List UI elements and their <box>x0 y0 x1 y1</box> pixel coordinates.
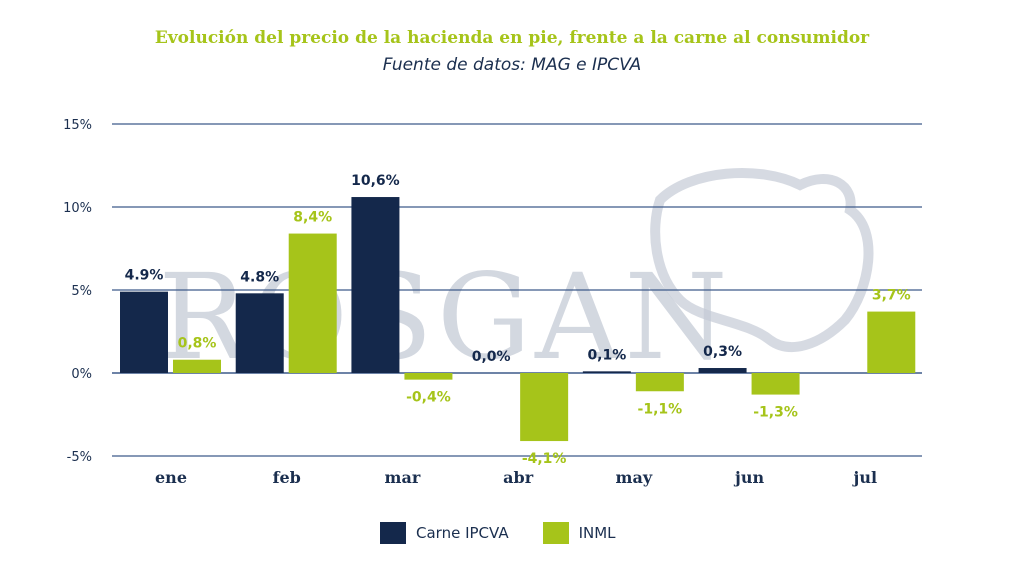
bar-inml <box>288 233 337 373</box>
data-label-carne: 0,3% <box>703 344 742 360</box>
legend-swatch-inml <box>542 522 569 544</box>
data-label-inml: -1,1% <box>638 401 683 417</box>
y-tick-label: 5% <box>71 284 92 299</box>
y-tick-label: -5% <box>67 450 92 465</box>
bar-inml <box>751 373 800 395</box>
watermark-cow-icon <box>650 168 874 353</box>
y-tick-label: 0% <box>71 367 92 382</box>
bar-inml <box>520 373 569 442</box>
bar-carne <box>235 293 284 373</box>
bar-inml <box>867 311 916 373</box>
chart-subtitle: Fuente de datos: MAG e IPCVA <box>382 55 642 75</box>
legend: Carne IPCVA INML <box>380 522 640 544</box>
x-tick-label: ene <box>155 468 187 487</box>
data-label-inml: -1,3% <box>753 405 798 421</box>
data-label-carne: 10,6% <box>351 173 400 189</box>
legend-item-inml: INML <box>542 522 616 544</box>
x-tick-label: mar <box>385 468 421 487</box>
x-tick-label: may <box>616 468 653 487</box>
data-label-inml: -0,4% <box>406 390 451 406</box>
bar-carne <box>351 197 400 373</box>
bar-inml <box>635 373 684 392</box>
x-tick-label: jun <box>733 468 764 487</box>
legend-swatch-carne <box>380 522 406 544</box>
x-tick-label: feb <box>273 468 301 487</box>
data-label-inml: 0,8% <box>178 336 217 352</box>
data-label-carne: 0,1% <box>587 347 626 363</box>
data-label-carne: 0,0% <box>472 349 511 365</box>
legend-item-carne: Carne IPCVA <box>380 522 509 544</box>
bar-carne <box>582 371 631 373</box>
bar-inml <box>404 373 453 380</box>
data-label-carne: 4.8% <box>240 269 279 285</box>
chart-title: Evolución del precio de la hacienda en p… <box>154 28 870 48</box>
bar-carne <box>698 368 747 373</box>
legend-label-carne: Carne IPCVA <box>416 524 509 542</box>
data-label-inml: -4,1% <box>522 451 567 467</box>
y-tick-label: 15% <box>63 118 92 133</box>
y-tick-label: 10% <box>63 201 92 216</box>
bar-carne <box>120 291 168 373</box>
data-label-carne: 4.9% <box>125 268 164 284</box>
data-label-inml: 8,4% <box>293 210 332 226</box>
legend-label-inml: INML <box>578 524 616 542</box>
x-tick-label: jul <box>852 468 878 487</box>
data-label-inml: 3,7% <box>872 288 911 304</box>
bar-inml <box>173 359 221 373</box>
x-tick-label: abr <box>503 468 534 487</box>
